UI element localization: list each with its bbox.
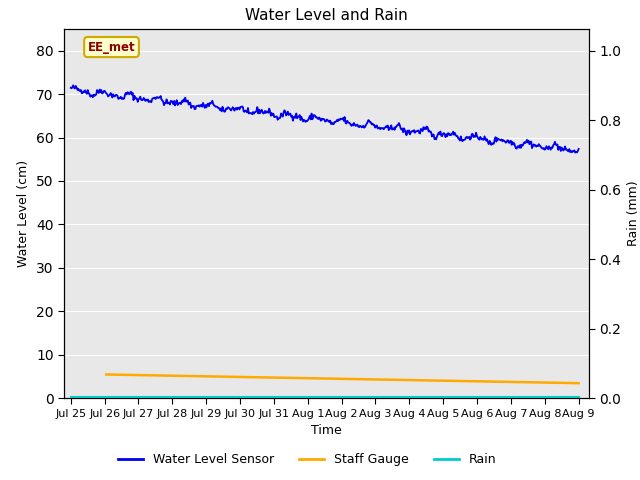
Legend: Water Level Sensor, Staff Gauge, Rain: Water Level Sensor, Staff Gauge, Rain	[113, 448, 502, 471]
Text: EE_met: EE_met	[88, 40, 135, 54]
Title: Water Level and Rain: Water Level and Rain	[245, 9, 408, 24]
Y-axis label: Rain (mm): Rain (mm)	[627, 181, 640, 246]
X-axis label: Time: Time	[311, 424, 342, 437]
Y-axis label: Water Level (cm): Water Level (cm)	[17, 160, 31, 267]
